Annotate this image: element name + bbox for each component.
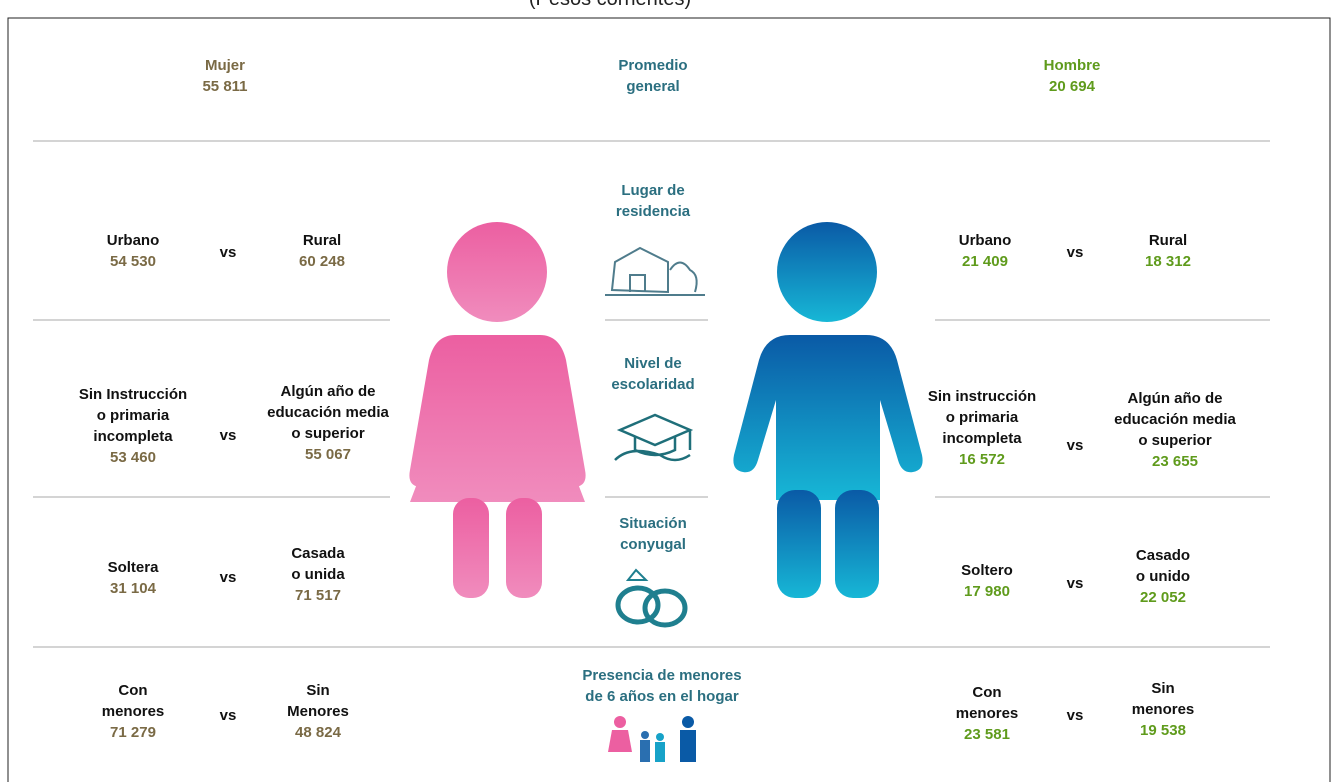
entry-value: 60 248: [299, 251, 345, 272]
vs-label: vs: [1067, 573, 1084, 594]
entry-value: 17 980: [961, 581, 1013, 602]
entry-label: Soltera: [108, 557, 159, 578]
entry-label: Urbano: [107, 230, 160, 251]
entry-label: Algún año de educación media o superior: [267, 381, 389, 444]
section-title: Nivel de escolaridad: [611, 353, 694, 395]
entry-label: Sin menores: [1132, 678, 1195, 720]
entry-label: Rural: [1145, 230, 1191, 251]
entry-value: 21 409: [959, 251, 1012, 272]
entry-label: Rural: [299, 230, 345, 251]
vs-label: vs: [220, 705, 237, 726]
entry-value: 71 517: [291, 585, 344, 606]
section-title: Promedio general: [618, 55, 687, 97]
entry-value: 53 460: [79, 447, 187, 468]
vs-label: vs: [220, 425, 237, 446]
entry-value: 48 824: [287, 722, 349, 743]
man-figure: [733, 222, 922, 598]
vs-label: vs: [1067, 435, 1084, 456]
entry-value: 23 655: [1114, 451, 1236, 472]
vs-label: vs: [220, 242, 237, 263]
entry-label: Sin instrucción o primaria incompleta: [928, 386, 1036, 449]
entry-label: Hombre: [1044, 55, 1101, 76]
entry-value: 23 581: [956, 724, 1019, 745]
entry-value: 16 572: [928, 449, 1036, 470]
entry-value: 22 052: [1136, 587, 1190, 608]
entry-label: Sin Menores: [287, 680, 349, 722]
section-title: Presencia de menores de 6 años en el hog…: [582, 665, 741, 707]
section-title: Situación conyugal: [619, 513, 687, 555]
entry-label: Mujer: [202, 55, 247, 76]
vs-label: vs: [220, 567, 237, 588]
entry-label: Soltero: [961, 560, 1013, 581]
entry-value: 54 530: [107, 251, 160, 272]
entry-value: 19 538: [1132, 720, 1195, 741]
family-icon: [608, 716, 696, 762]
section-title: Lugar de residencia: [616, 180, 690, 222]
rings-icon: [618, 570, 685, 625]
vs-label: vs: [1067, 705, 1084, 726]
vs-label: vs: [1067, 242, 1084, 263]
page: (Pesos corrientes) (() => { const data =…: [0, 0, 1338, 782]
graduation-icon: [615, 415, 690, 460]
entry-label: Casada o unida: [291, 543, 344, 585]
entry-label: Algún año de educación media o superior: [1114, 388, 1236, 451]
entry-label: Con menores: [102, 680, 165, 722]
woman-figure: [409, 222, 585, 598]
entry-label: Casado o unido: [1136, 545, 1190, 587]
entry-value: 31 104: [108, 578, 159, 599]
entry-label: Urbano: [959, 230, 1012, 251]
entry-value: 71 279: [102, 722, 165, 743]
entry-label: Con menores: [956, 682, 1019, 724]
entry-label: Sin Instrucción o primaria incompleta: [79, 384, 187, 447]
house-icon: [605, 248, 705, 295]
entry-value: 18 312: [1145, 251, 1191, 272]
entry-value: 20 694: [1044, 76, 1101, 97]
entry-value: 55 067: [267, 444, 389, 465]
entry-value: 55 811: [202, 76, 247, 97]
